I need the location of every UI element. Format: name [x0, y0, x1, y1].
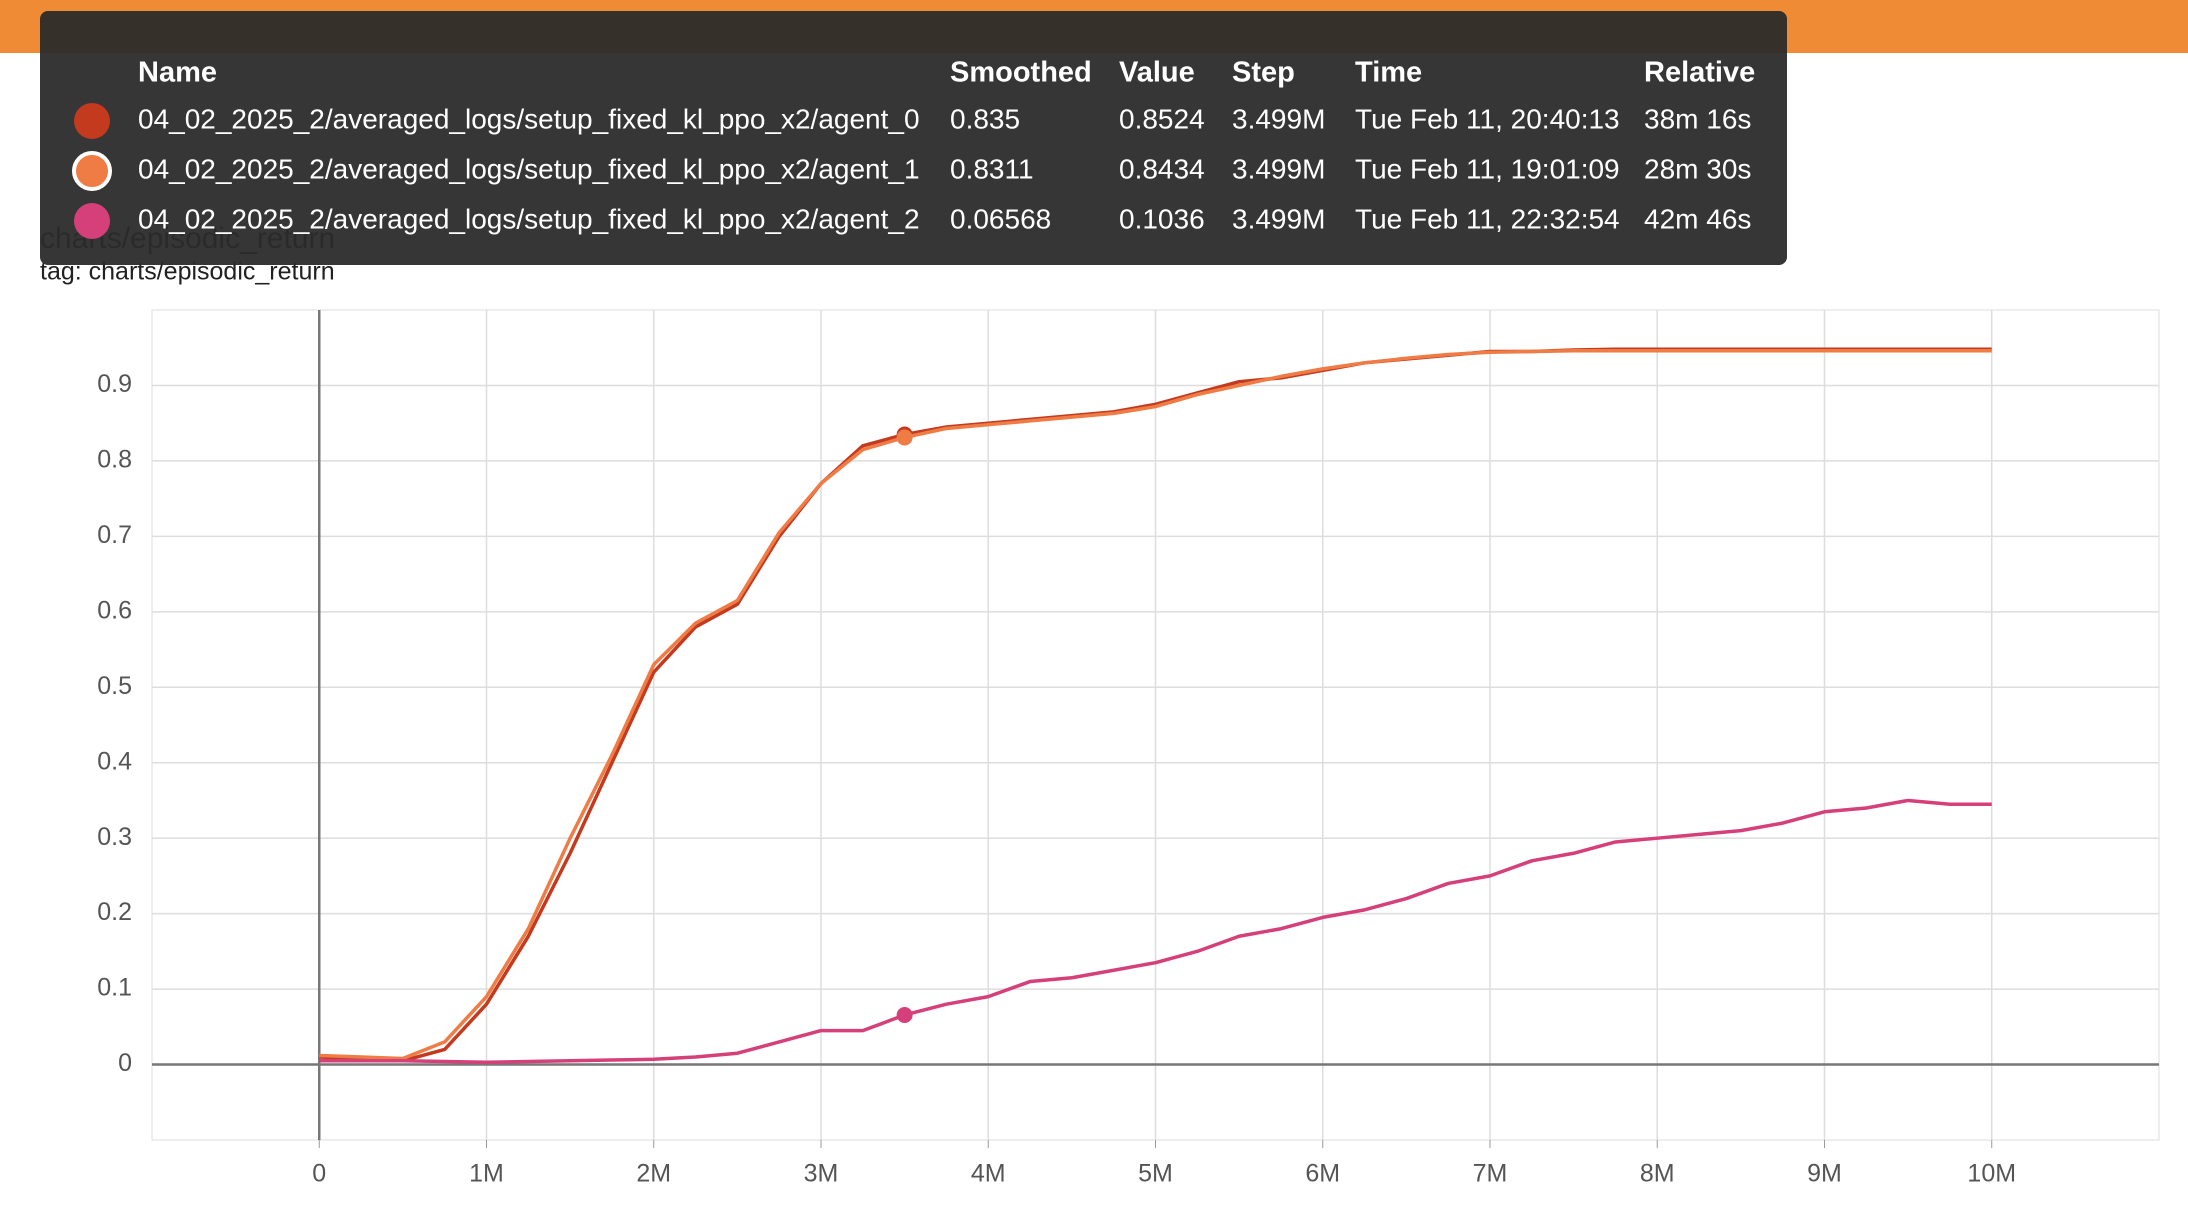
tooltip-header: Smoothed — [950, 57, 1092, 89]
tooltip-cell: 0.8524 — [1119, 103, 1205, 134]
hover-dot — [896, 429, 913, 446]
tooltip-cell: 3.499M — [1232, 153, 1325, 184]
tooltip-cell: 04_02_2025_2/averaged_logs/setup_fixed_k… — [138, 103, 920, 134]
x-tick-label: 8M — [1640, 1160, 1675, 1188]
tooltip-cell: 0.835 — [950, 103, 1020, 134]
hover-dot — [896, 1006, 913, 1023]
x-tick-label: 1M — [469, 1160, 504, 1188]
x-tick-label: 7M — [1473, 1160, 1508, 1188]
y-tick-label: 0.2 — [97, 898, 132, 926]
tooltip-header: Time — [1355, 57, 1422, 89]
x-tick-label: 9M — [1807, 1160, 1842, 1188]
tooltip-cell: 3.499M — [1232, 103, 1325, 134]
tooltip-cell: 0.8311 — [950, 153, 1034, 184]
tooltip-cell: 0.1036 — [1119, 203, 1205, 234]
plot: 0 0.1 0.2 0.3 0.4 0.5 0.6 0.7 0.8 0.9 0 1M 2M 3M 4M 5M 6… — [97, 309, 2160, 1188]
tooltip-box — [40, 11, 1787, 265]
x-tick-label: 6M — [1305, 1160, 1340, 1188]
x-tick-label: 5M — [1138, 1160, 1173, 1188]
tooltip: Name Smoothed Value Step Time Relative 04_02_2… — [40, 11, 1787, 265]
x-tick-label: 10M — [1967, 1160, 2016, 1188]
x-tick-label: 3M — [804, 1160, 839, 1188]
series-line — [319, 348, 1992, 1061]
tooltip-cell: 28m 30s — [1644, 153, 1751, 184]
x-tick-label: 2M — [636, 1160, 671, 1188]
tooltip-cell: 04_02_2025_2/averaged_logs/setup_fixed_k… — [138, 203, 920, 234]
y-tick-label: 0.3 — [97, 823, 132, 851]
tooltip-cell: Tue Feb 11, 22:32:54 — [1355, 203, 1620, 234]
tooltip-cell: 42m 46s — [1644, 203, 1751, 234]
tooltip-cell: 0.06568 — [950, 203, 1051, 234]
tooltip-cell: 3.499M — [1232, 203, 1325, 234]
tooltip-header: Step — [1232, 57, 1295, 89]
y-tick-label: 0.5 — [97, 672, 132, 700]
series-swatch — [74, 203, 110, 239]
tooltip-header: Relative — [1644, 57, 1755, 89]
tooltip-header: Value — [1119, 57, 1195, 89]
x-tick-label: 0 — [312, 1160, 326, 1188]
tooltip-cell: 04_02_2025_2/averaged_logs/setup_fixed_k… — [138, 153, 920, 184]
x-tick-label: 4M — [971, 1160, 1006, 1188]
tooltip-cell: 38m 16s — [1644, 103, 1751, 134]
tooltip-cell: Tue Feb 11, 20:40:13 — [1355, 103, 1620, 134]
y-tick-label: 0.9 — [97, 370, 132, 398]
tooltip-header: Name — [138, 57, 217, 89]
y-tick-label: 0 — [118, 1049, 132, 1077]
series-line — [319, 798, 1992, 1065]
tooltip-cell: Tue Feb 11, 19:01:09 — [1355, 153, 1620, 184]
y-tick-label: 0.4 — [97, 747, 132, 775]
y-tick-label: 0.8 — [97, 446, 132, 474]
y-tick-label: 0.7 — [97, 521, 132, 549]
tooltip-cell: 0.8434 — [1119, 153, 1205, 184]
y-tick-label: 0.1 — [97, 974, 132, 1002]
y-tick-label: 0.6 — [97, 596, 132, 624]
series-swatch — [74, 103, 110, 139]
series-swatch — [72, 151, 112, 191]
